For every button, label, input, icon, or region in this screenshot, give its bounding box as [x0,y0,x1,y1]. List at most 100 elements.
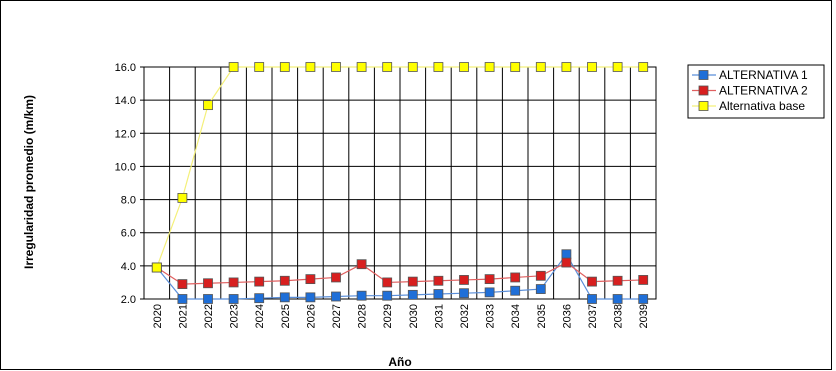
data-point [459,288,469,299]
data-point [561,62,572,72]
y-tick-label: 16.0 [115,62,136,74]
data-point [305,62,316,72]
data-point [331,272,341,283]
data-point [177,279,188,289]
data-point [459,275,469,285]
x-tick-label: 2039 [638,304,650,328]
x-tick-label: 2030 [408,304,420,328]
data-point [407,62,418,72]
data-point [228,294,239,304]
data-point [510,272,521,283]
data-point [407,289,418,300]
x-tick-label: 2024 [254,304,266,328]
data-point [305,292,316,303]
data-point [254,276,265,287]
y-axis-label: Irregularidad promedio (m/km) [22,95,36,269]
legend-swatch [698,70,709,80]
data-point [612,275,623,286]
legend-entry: Alternativa base [719,99,805,113]
data-point [638,275,649,285]
data-point [356,259,367,270]
data-point [587,276,597,287]
x-tick-label: 2027 [331,304,343,328]
data-point [407,276,418,287]
data-point [228,277,239,288]
data-point [203,100,213,111]
y-tick-label: 12.0 [115,128,136,140]
x-tick-label: 2038 [613,304,625,328]
x-tick-label: 2023 [229,304,241,328]
data-point [510,62,521,72]
legend-entry: ALTERNATIVA 1 [719,68,808,82]
grid [143,66,657,300]
data-point [254,62,265,72]
data-point [612,294,623,304]
data-point [203,294,213,304]
data-point [177,193,188,203]
legend-entry: ALTERNATIVA 2 [719,84,808,98]
data-point [510,285,521,296]
data-point [305,274,316,285]
data-point [203,278,213,289]
data-point [331,291,341,302]
data-point [587,294,597,304]
y-tick-label: 2.0 [121,294,136,306]
x-tick-label: 2029 [382,304,394,328]
data-point [433,62,444,72]
y-tick-label: 14.0 [115,95,136,107]
data-point [382,62,393,72]
x-axis-label: Año [388,355,411,369]
x-tick-label: 2033 [485,304,497,328]
y-tick-label: 6.0 [121,228,136,240]
data-point [177,294,188,304]
x-tick-label: 2036 [561,304,573,328]
data-point [382,277,393,288]
data-point [279,292,290,303]
data-point [484,62,495,72]
data-point [561,249,572,260]
x-tick-label: 2034 [510,304,522,328]
data-point [151,262,162,273]
x-tick-label: 2028 [357,304,369,328]
x-axis-ticks: 2020 2021 2022 2023 2024 2025 2026 2027 2028 2029… [152,304,650,328]
y-tick-label: 4.0 [121,261,136,273]
data-point [484,287,495,298]
data-point [228,62,239,72]
data-point [459,62,469,72]
data-point [254,293,265,304]
x-tick-label: 2032 [459,304,471,328]
legend-box [687,64,825,119]
x-tick-label: 2020 [152,304,164,328]
data-point [484,274,495,285]
data-point [638,62,649,72]
data-point [638,294,649,304]
x-tick-label: 2031 [433,304,445,328]
legend-swatch [698,101,709,111]
data-point [535,62,546,72]
x-tick-label: 2026 [305,304,317,328]
data-point [433,275,444,286]
y-tick-label: 8.0 [121,195,136,207]
data-point [382,290,393,301]
series-markers [151,62,649,304]
data-point [331,62,341,72]
data-point [561,257,572,268]
data-point [279,62,290,72]
data-point [356,290,367,301]
x-tick-label: 2037 [587,304,599,328]
x-tick-label: 2021 [177,304,189,328]
data-point [433,289,444,299]
x-tick-label: 2035 [536,304,548,328]
y-tick-label: 10.0 [115,161,136,173]
data-point [356,62,367,72]
x-tick-label: 2022 [203,304,215,328]
x-tick-label: 2025 [280,304,292,328]
data-point [535,284,546,294]
data-point [279,275,290,286]
legend-swatch [698,85,709,96]
data-point [535,270,546,281]
y-axis-ticks: 2.0 4.0 6.0 8.0 10.0 12.0 14.0 16.0 [115,62,144,306]
